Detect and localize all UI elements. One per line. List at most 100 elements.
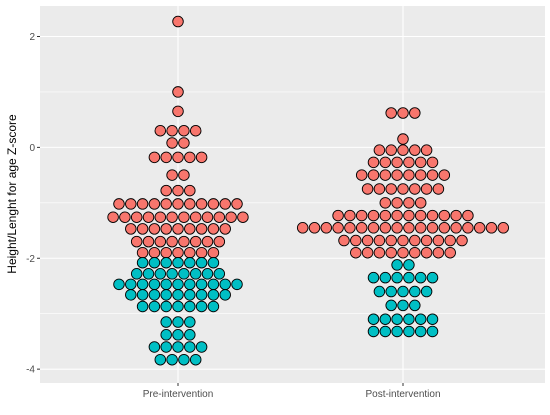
data-point bbox=[432, 234, 445, 247]
data-point bbox=[344, 222, 356, 234]
data-point bbox=[160, 151, 172, 164]
data-point bbox=[178, 235, 190, 248]
data-point bbox=[189, 211, 202, 223]
data-point bbox=[142, 211, 155, 223]
data-point bbox=[184, 184, 196, 197]
data-point bbox=[184, 341, 196, 353]
data-point bbox=[136, 246, 149, 259]
data-point bbox=[172, 256, 184, 269]
data-point bbox=[403, 209, 415, 222]
data-point bbox=[166, 169, 178, 181]
data-point bbox=[373, 183, 386, 195]
data-point bbox=[160, 278, 172, 291]
data-point bbox=[391, 169, 403, 181]
data-point bbox=[160, 329, 172, 341]
data-point bbox=[160, 256, 172, 269]
data-point bbox=[367, 271, 380, 284]
data-point bbox=[397, 107, 409, 119]
data-point bbox=[166, 268, 178, 280]
data-point bbox=[397, 133, 409, 145]
data-point bbox=[361, 246, 374, 259]
data-point bbox=[213, 268, 226, 280]
data-point bbox=[231, 278, 243, 291]
data-point bbox=[148, 341, 161, 353]
data-point bbox=[136, 278, 149, 291]
data-point bbox=[403, 271, 415, 284]
data-point bbox=[409, 183, 421, 195]
data-point bbox=[184, 300, 196, 313]
data-point bbox=[456, 234, 468, 247]
data-point bbox=[450, 209, 462, 222]
data-point bbox=[219, 223, 231, 235]
data-point bbox=[438, 222, 451, 234]
data-point bbox=[414, 156, 427, 169]
data-point bbox=[379, 271, 392, 284]
data-point bbox=[391, 313, 403, 325]
data-point bbox=[142, 235, 155, 248]
data-point bbox=[350, 234, 362, 247]
data-point bbox=[391, 156, 403, 169]
data-point bbox=[409, 299, 421, 312]
data-point bbox=[373, 144, 386, 156]
data-point bbox=[397, 246, 409, 259]
data-point bbox=[207, 278, 220, 291]
data-point bbox=[379, 313, 392, 325]
data-point bbox=[426, 271, 439, 284]
data-point bbox=[172, 289, 184, 301]
data-point bbox=[195, 256, 208, 269]
data-point bbox=[178, 353, 190, 366]
data-point bbox=[207, 223, 220, 235]
data-point bbox=[148, 300, 161, 313]
data-point bbox=[178, 137, 190, 149]
data-point bbox=[403, 259, 415, 271]
data-point bbox=[403, 197, 415, 209]
data-point bbox=[420, 246, 433, 259]
data-point bbox=[379, 325, 392, 338]
data-point bbox=[219, 278, 231, 291]
data-point bbox=[195, 300, 208, 313]
data-point bbox=[172, 15, 184, 28]
y-axis: 2 0 -2 -4 bbox=[26, 32, 40, 376]
data-point bbox=[160, 300, 172, 313]
data-point bbox=[385, 107, 397, 119]
data-point bbox=[160, 198, 172, 210]
data-point bbox=[361, 183, 374, 195]
y-tick-label: 2 bbox=[29, 32, 35, 43]
data-point bbox=[308, 222, 321, 234]
data-point bbox=[296, 222, 309, 234]
data-point bbox=[403, 325, 415, 338]
data-point bbox=[154, 235, 167, 248]
data-point bbox=[367, 209, 380, 222]
data-point bbox=[125, 198, 137, 210]
data-point bbox=[391, 222, 403, 234]
data-point bbox=[184, 278, 196, 291]
data-point bbox=[414, 197, 427, 209]
data-point bbox=[154, 268, 167, 280]
data-point bbox=[350, 246, 362, 259]
data-point bbox=[125, 278, 137, 291]
x-axis: Pre-intervention Post-intervention bbox=[143, 383, 441, 400]
data-point bbox=[391, 197, 403, 209]
data-point bbox=[414, 271, 427, 284]
data-point bbox=[213, 235, 226, 248]
data-point bbox=[426, 169, 439, 181]
data-point bbox=[361, 234, 374, 247]
data-point bbox=[113, 278, 125, 291]
data-point bbox=[195, 198, 208, 210]
data-point bbox=[373, 234, 386, 247]
plot-panel bbox=[40, 6, 545, 383]
data-point bbox=[207, 300, 220, 313]
data-point bbox=[189, 124, 202, 137]
y-tick-label: 0 bbox=[29, 143, 35, 154]
data-point bbox=[119, 211, 131, 223]
data-point bbox=[172, 316, 184, 328]
data-point bbox=[438, 169, 451, 181]
data-point bbox=[355, 169, 368, 181]
data-point bbox=[385, 246, 397, 259]
data-point bbox=[473, 222, 486, 234]
data-point bbox=[166, 137, 178, 149]
data-point bbox=[379, 197, 392, 209]
data-point bbox=[420, 234, 433, 247]
data-point bbox=[397, 144, 409, 156]
data-point bbox=[172, 246, 184, 259]
